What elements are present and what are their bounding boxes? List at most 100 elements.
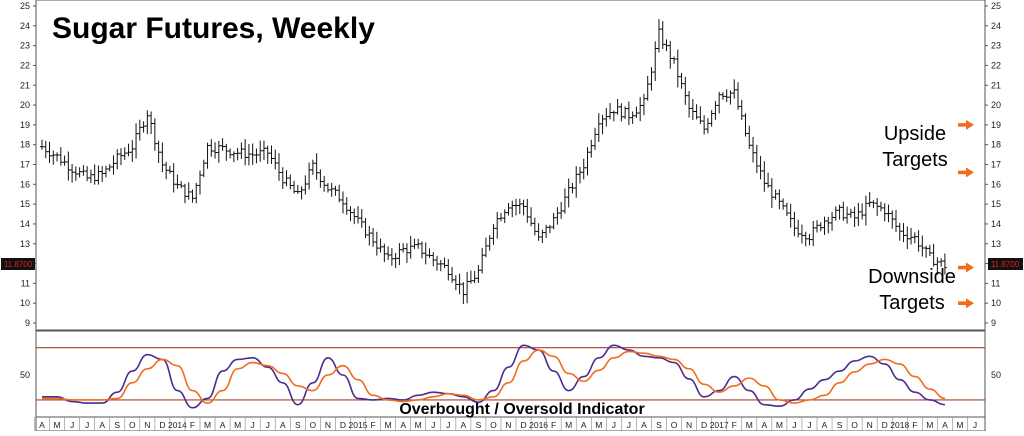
x-tick-label: S <box>114 420 120 430</box>
ohlc-bar <box>340 191 345 214</box>
x-tick-label: D <box>159 420 165 430</box>
x-tick-label: A <box>99 420 105 430</box>
ohlc-bar <box>404 243 409 263</box>
ind-tick-label-left: 50 <box>20 370 30 380</box>
ohlc-bar <box>762 161 767 192</box>
x-tick-label: D <box>882 420 888 430</box>
ohlc-bar <box>205 142 210 169</box>
x-tick-label: O <box>671 420 678 430</box>
ohlc-bar <box>803 231 808 247</box>
ohlc-bar <box>235 147 240 161</box>
x-tick-label: M <box>746 420 753 430</box>
x-tick-label: M <box>204 420 211 430</box>
ohlc-bar <box>596 113 601 142</box>
ohlc-bar <box>363 218 368 239</box>
ohlc-bar <box>814 220 819 233</box>
ohlc-bar <box>198 170 203 195</box>
ohlc-bar <box>55 152 60 162</box>
ohlc-bar <box>826 216 831 234</box>
x-tick-label: O <box>851 420 858 430</box>
ohlc-bar <box>638 97 643 122</box>
ohlc-bar <box>265 145 270 164</box>
y-tick-label-right: 19 <box>991 120 1001 130</box>
ohlc-bar <box>438 259 443 272</box>
ohlc-bar <box>277 153 282 181</box>
ohlc-bar <box>453 275 458 291</box>
ohlc-bar <box>137 119 142 141</box>
x-tick-label: J <box>973 420 977 430</box>
ohlc-bar <box>747 125 752 150</box>
ohlc-bar <box>559 201 564 219</box>
ohlc-bar <box>833 206 838 221</box>
ohlc-bar <box>841 201 846 221</box>
ohlc-bar <box>664 39 669 52</box>
ohlc-bar <box>694 104 699 120</box>
y-tick-label-left: 16 <box>20 179 30 189</box>
ohlc-bar <box>540 229 545 244</box>
ohlc-bar <box>100 166 105 183</box>
ohlc-bar <box>660 21 665 50</box>
ohlc-bar <box>720 92 725 100</box>
ohlc-bar <box>310 159 315 175</box>
ohlc-bar <box>273 149 278 170</box>
x-tick-label: A <box>39 420 45 430</box>
y-tick-label-left: 18 <box>20 140 30 150</box>
ohlc-bar <box>160 142 165 173</box>
ohlc-bar <box>149 111 154 135</box>
ohlc-bar <box>81 165 86 176</box>
ohlc-bar <box>649 67 654 91</box>
ohlc-bar <box>615 99 620 115</box>
ohlc-bar <box>589 139 594 158</box>
last-price-value-right: 11.8700 <box>991 260 1020 269</box>
ohlc-bar <box>171 163 176 193</box>
ohlc-bar <box>442 257 447 269</box>
x-tick-label: M <box>385 420 392 430</box>
ohlc-bar <box>784 202 789 217</box>
indicator-title: Overbought / Oversold Indicator <box>399 401 644 418</box>
ohlc-bar <box>799 224 804 244</box>
ohlc-bar <box>70 164 75 183</box>
ohlc-bar <box>769 178 774 208</box>
ohlc-bar <box>645 75 650 101</box>
ohlc-bar <box>792 211 797 237</box>
ohlc-bar <box>781 198 786 210</box>
last-price-value-left: 11.8700 <box>4 260 33 269</box>
y-tick-label-left: 24 <box>20 21 30 31</box>
x-tick-label: F <box>551 420 556 430</box>
last-price-badge-right: 11.8700 <box>988 258 1023 270</box>
indicator-panel <box>35 330 986 418</box>
ohlc-bar <box>536 223 541 241</box>
ohlc-bar <box>103 165 108 178</box>
ohlc-bar <box>735 82 740 110</box>
y-tick-label-left: 13 <box>20 239 30 249</box>
ohlc-bar <box>288 174 293 190</box>
y-tick-label-right: 17 <box>991 160 1001 170</box>
ohlc-bar <box>830 211 835 231</box>
ohlc-bar <box>119 148 124 166</box>
x-tick-label: D <box>701 420 707 430</box>
ohlc-bar <box>472 270 477 284</box>
ohlc-bar <box>182 183 187 204</box>
ohlc-bar <box>901 222 906 243</box>
target-arrow-icon <box>958 298 974 309</box>
ohlc-bar <box>186 182 191 200</box>
last-price-badge-left: 11.8700 <box>1 258 35 270</box>
indicator-line-fast <box>41 344 945 409</box>
x-tick-label: A <box>581 420 587 430</box>
ohlc-bar <box>931 243 936 267</box>
ohlc-bar <box>85 166 90 182</box>
x-tick-label: J <box>446 420 450 430</box>
ohlc-bar <box>532 217 537 236</box>
y-tick-label-right: 18 <box>991 140 1001 150</box>
ohlc-bar <box>562 188 567 214</box>
ohlc-bar <box>58 147 63 166</box>
ohlc-bar <box>897 222 902 241</box>
x-tick-label: J <box>792 420 796 430</box>
y-tick-label-left: 17 <box>20 160 30 170</box>
price-panel <box>35 0 986 331</box>
ohlc-bar <box>822 216 827 235</box>
ohlc-bar <box>164 161 169 180</box>
ohlc-bar <box>412 238 417 249</box>
x-tick-label: F <box>912 420 917 430</box>
